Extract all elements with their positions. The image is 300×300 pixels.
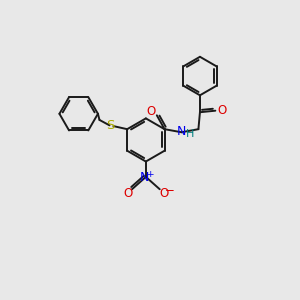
Text: +: + <box>146 170 154 179</box>
Text: O: O <box>159 187 168 200</box>
Text: N: N <box>177 125 186 138</box>
Text: O: O <box>147 105 156 118</box>
Text: S: S <box>106 119 114 132</box>
Text: H: H <box>186 129 194 139</box>
Text: −: − <box>165 184 175 197</box>
Text: N: N <box>140 171 149 184</box>
Text: O: O <box>217 104 226 117</box>
Text: O: O <box>124 187 133 200</box>
